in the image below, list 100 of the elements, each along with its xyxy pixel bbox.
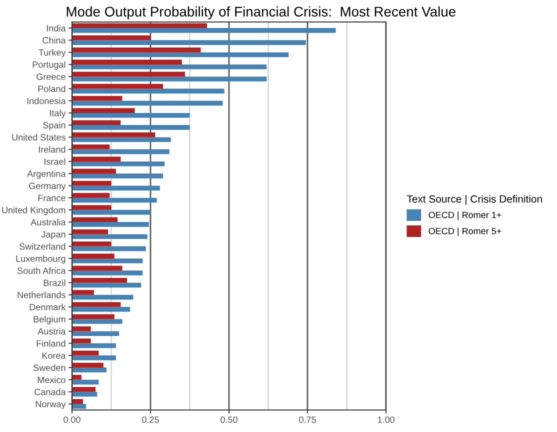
y-tick-label: Austria: [38, 328, 66, 335]
y-tick-label: Denmark: [30, 304, 66, 310]
bar: [72, 88, 224, 94]
chart-title: Mode Output Probability of Financial Crisis: Most Recent Value: [66, 6, 456, 20]
y-tick-label: Netherlands: [18, 292, 66, 298]
bar: [72, 144, 110, 150]
bar: [72, 112, 190, 118]
y-tick-label: India: [47, 24, 66, 32]
bar: [72, 174, 164, 178]
y-tick-label: Germany: [29, 182, 66, 191]
x-tick-label: 0.50: [220, 416, 238, 423]
x-tick-label: 1.00: [378, 416, 394, 423]
y-tick-label: Turkey: [38, 49, 66, 58]
bar: [72, 350, 99, 356]
bar: [72, 246, 146, 252]
x-tick-label: 0.75: [299, 416, 316, 423]
bar: [72, 149, 170, 154]
bar: [72, 282, 142, 288]
bar: [72, 386, 96, 392]
bar: [72, 399, 83, 404]
bar: [72, 84, 164, 89]
y-tick-label: Poland: [38, 85, 66, 92]
legend-label: OECD | Romer 5+: [428, 228, 502, 236]
bar: [72, 290, 94, 295]
bar: [72, 278, 127, 283]
bar: [72, 35, 150, 40]
bar: [72, 314, 114, 320]
bar: [72, 210, 150, 215]
y-tick-label: Korea: [42, 352, 66, 359]
x-tick-label: 0.00: [64, 416, 80, 423]
bar: [72, 392, 98, 397]
bar: [72, 229, 108, 234]
y-tick-label: Switzerland: [20, 243, 66, 250]
bar: [72, 40, 306, 46]
bar: [72, 380, 99, 385]
bar: [72, 319, 122, 324]
bar: [72, 132, 156, 138]
bar: [72, 338, 91, 344]
y-tick-label: United States: [12, 134, 66, 141]
bar: [72, 355, 116, 360]
bar: [72, 404, 86, 409]
bar: [72, 60, 182, 64]
bar: [72, 294, 134, 300]
y-tick-label: Brazil: [44, 279, 66, 286]
bar: [72, 266, 122, 271]
bar: [72, 96, 122, 101]
bar: [72, 205, 112, 210]
bar: [72, 168, 116, 174]
y-tick-label: Norway: [36, 401, 66, 410]
y-tick-label: Greece: [36, 74, 66, 80]
y-tick-label: France: [38, 194, 66, 202]
x-tick-label: 0.25: [142, 416, 159, 423]
bar: [72, 180, 112, 186]
bar: [72, 217, 118, 222]
y-tick-label: South Africa: [17, 267, 66, 274]
y-tick-label: China: [42, 36, 66, 44]
bar: [72, 258, 143, 264]
bar: [72, 362, 104, 368]
bar: [72, 222, 149, 227]
y-tick-label: Luxembourg: [16, 255, 66, 264]
bar: [72, 186, 160, 191]
bar: [72, 137, 171, 142]
y-tick-label: Italy: [50, 110, 66, 118]
bar: [72, 23, 208, 28]
y-tick-label: United Kingdom: [2, 206, 66, 216]
bar: [72, 161, 165, 166]
bar: [72, 368, 107, 372]
bar: [72, 241, 112, 246]
y-tick-label: Belgium: [34, 316, 66, 324]
y-tick-label: Japan: [41, 231, 66, 240]
bar: [72, 343, 116, 348]
bar: [72, 108, 135, 113]
y-tick-label: Indonesia: [27, 98, 66, 104]
y-tick-label: Sweden: [34, 364, 66, 371]
bar: [72, 125, 190, 130]
y-tick-label: Finland: [36, 340, 66, 347]
y-tick-label: Argentina: [27, 170, 66, 179]
bar: [72, 302, 121, 307]
bar: [72, 72, 186, 77]
bar: [72, 76, 267, 82]
bar: [72, 254, 114, 258]
y-tick-label: Mexico: [38, 376, 66, 384]
y-tick-label: Spain: [43, 122, 66, 130]
y-tick-label: Australia: [30, 218, 66, 226]
bar: [72, 234, 148, 240]
y-tick-label: Israel: [44, 158, 66, 165]
bar: [72, 64, 267, 70]
y-tick-label: Ireland: [38, 146, 66, 153]
bar: [72, 120, 121, 126]
bar: [72, 326, 91, 332]
bar: [72, 198, 157, 203]
legend-label: OECD | Romer 1+: [428, 211, 502, 220]
bar: [72, 52, 289, 58]
bar: [72, 306, 130, 312]
bar: [72, 156, 121, 162]
y-tick-label: Portugal: [32, 61, 66, 70]
legend-title: Text Source | Crisis Definition: [406, 195, 542, 205]
bar: [72, 47, 201, 52]
bar: [72, 100, 223, 106]
bar: [72, 270, 143, 276]
